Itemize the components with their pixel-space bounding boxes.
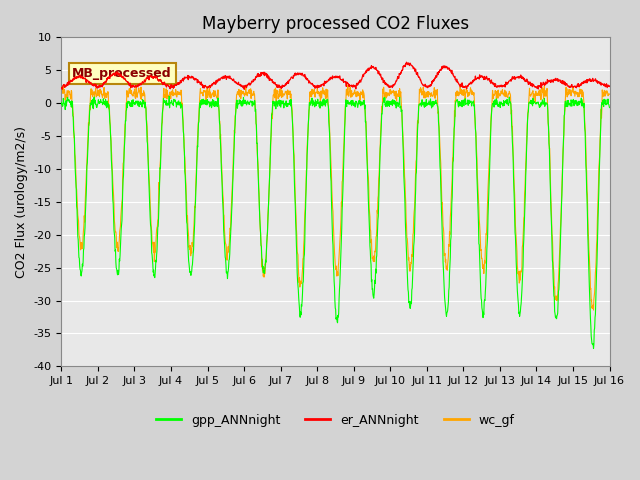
- Y-axis label: CO2 Flux (urology/m2/s): CO2 Flux (urology/m2/s): [15, 126, 28, 278]
- Legend: gpp_ANNnight, er_ANNnight, wc_gf: gpp_ANNnight, er_ANNnight, wc_gf: [151, 409, 520, 432]
- Title: Mayberry processed CO2 Fluxes: Mayberry processed CO2 Fluxes: [202, 15, 469, 33]
- Text: MB_processed: MB_processed: [72, 67, 172, 80]
